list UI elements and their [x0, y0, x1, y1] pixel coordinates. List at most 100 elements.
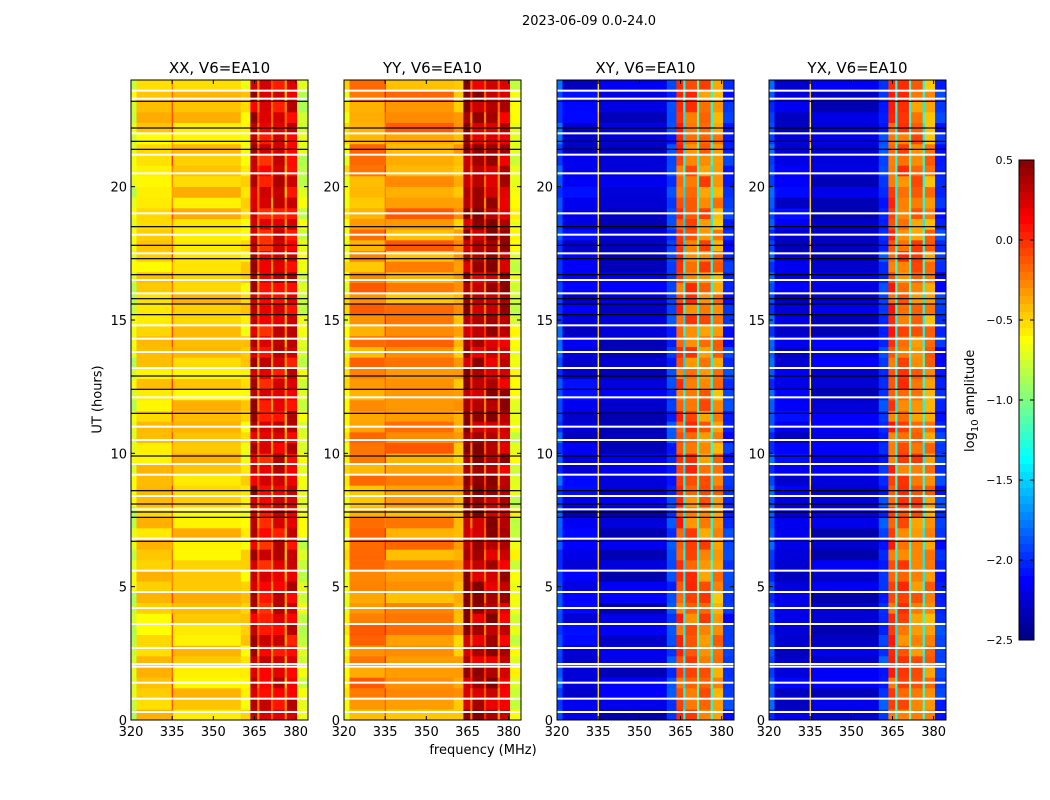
heatmap-cell	[712, 282, 724, 294]
flagged-row-white	[769, 172, 946, 175]
heatmap-cell	[897, 133, 910, 145]
heatmap-cell	[259, 101, 272, 113]
heatmap-cell	[888, 101, 896, 113]
heatmap-cell	[483, 709, 487, 721]
heatmap-cell	[774, 368, 810, 379]
heatmap-cell	[250, 453, 258, 465]
x-tick-label: 320	[332, 725, 357, 740]
x-tick-label: 320	[545, 725, 570, 740]
heatmap-cell	[908, 314, 912, 326]
heatmap-cell	[685, 197, 698, 209]
heatmap-cell	[483, 304, 487, 315]
heatmap-cell	[935, 272, 947, 283]
flagged-row-white	[344, 279, 521, 281]
flagged-row-black	[344, 140, 521, 142]
heatmap-cell	[699, 186, 711, 198]
flagged-row-white	[769, 537, 946, 540]
heatmap-cell	[710, 474, 714, 486]
heatmap-cell	[463, 570, 471, 582]
flagged-row-white	[344, 425, 521, 428]
flagged-row-black	[344, 490, 521, 492]
heatmap-cell	[486, 357, 498, 369]
heatmap-cell	[259, 624, 272, 635]
heatmap-cell	[911, 410, 923, 422]
heatmap-cell	[699, 112, 711, 123]
heatmap-cell	[810, 197, 880, 209]
heatmap-cell	[878, 336, 889, 347]
heatmap-cell	[131, 666, 137, 678]
heatmap-cell	[685, 496, 698, 507]
flagged-row-black	[769, 148, 946, 150]
heatmap-cell	[297, 528, 309, 539]
heatmap-cell	[809, 656, 812, 667]
heatmap-cell	[349, 528, 385, 539]
heatmap-cell	[685, 698, 698, 710]
heatmap-cell	[683, 656, 686, 667]
heatmap-cell	[344, 186, 350, 198]
heatmap-cell	[250, 186, 258, 198]
flagged-row-white	[557, 508, 734, 511]
heatmap-cell	[908, 389, 912, 401]
heatmap-cell	[699, 666, 711, 678]
heatmap-cell	[344, 272, 350, 283]
heatmap-cell	[470, 133, 473, 145]
heatmap-cell	[172, 314, 242, 326]
heatmap-cell	[453, 432, 464, 443]
heatmap-cell	[472, 549, 485, 561]
heatmap-cell	[723, 432, 735, 443]
flagged-row-black	[344, 503, 521, 505]
heatmap-cell	[257, 304, 260, 315]
heatmap-cell	[171, 304, 174, 315]
heatmap-cell	[769, 90, 775, 102]
heatmap-cell	[344, 261, 350, 273]
heatmap-cell	[683, 581, 686, 593]
heatmap-cell	[699, 80, 711, 91]
heatmap-cell	[453, 613, 464, 625]
heatmap-cell	[385, 325, 455, 337]
heatmap-cell	[712, 389, 724, 401]
heatmap-cell	[131, 698, 137, 710]
heatmap-cell	[895, 133, 898, 145]
heatmap-cell	[270, 496, 274, 507]
heatmap-cell	[385, 368, 455, 379]
heatmap-cell	[810, 581, 880, 593]
heatmap-cell	[257, 314, 260, 326]
heatmap-cell	[171, 165, 174, 177]
heatmap-cell	[453, 666, 464, 678]
heatmap-cell	[349, 688, 385, 699]
heatmap-cell	[453, 101, 464, 113]
heatmap-cell	[286, 453, 298, 465]
heatmap-cell	[250, 474, 258, 486]
heatmap-cell	[483, 666, 487, 678]
heatmap-cell	[486, 698, 498, 710]
heatmap-cell	[349, 90, 385, 102]
heatmap-cell	[597, 218, 600, 230]
heatmap-cell	[810, 218, 880, 230]
heatmap-cell	[774, 496, 810, 507]
flagged-row-white	[131, 252, 308, 255]
heatmap-cell	[510, 112, 522, 123]
heatmap-cell	[171, 453, 174, 465]
heatmap-cell	[273, 528, 285, 539]
heatmap-cell	[878, 378, 889, 390]
y-tick-label: 20	[536, 181, 553, 196]
heatmap-cell	[486, 282, 498, 294]
flagged-row-black	[557, 375, 734, 377]
heatmap-cell	[699, 368, 711, 379]
heatmap-cell	[908, 432, 912, 443]
heatmap-cell	[598, 314, 668, 326]
heatmap-cell	[284, 336, 288, 347]
heatmap-cell	[685, 474, 698, 486]
heatmap-cell	[666, 592, 677, 603]
colorbar-segment	[1019, 232, 1034, 241]
heatmap-cell	[463, 538, 471, 550]
heatmap-cell	[597, 186, 600, 198]
heatmap-cell	[240, 133, 251, 145]
heatmap-cell	[284, 570, 288, 582]
heatmap-cell	[463, 645, 471, 657]
heatmap-cell	[769, 197, 775, 209]
heatmap-cell	[911, 634, 923, 646]
colorbar-segment	[1019, 456, 1034, 465]
flagged-row-white	[769, 607, 946, 609]
heatmap-cell	[257, 389, 260, 401]
